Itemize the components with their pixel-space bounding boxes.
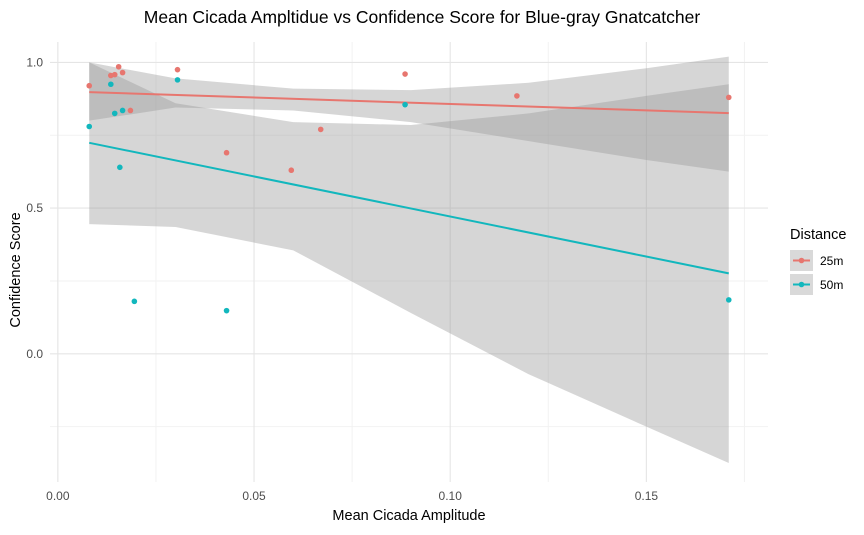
x-tick-label: 0.05 (242, 489, 266, 503)
data-point-50m (119, 107, 126, 114)
x-tick-label: 0.00 (46, 489, 70, 503)
x-tick-label: 0.15 (635, 489, 659, 503)
data-point-50m (223, 307, 230, 314)
data-point-50m (86, 123, 93, 130)
y-tick-label: 0.0 (26, 347, 43, 361)
data-point-25m (223, 149, 230, 156)
legend-key-point-25m (798, 257, 805, 264)
data-point-25m (317, 126, 324, 133)
data-point-25m (725, 94, 732, 101)
x-axis-title: Mean Cicada Amplitude (332, 508, 485, 524)
data-point-25m (111, 71, 118, 78)
data-point-25m (127, 107, 134, 114)
data-point-25m (514, 93, 520, 99)
y-tick-label: 0.5 (26, 201, 43, 215)
y-tick-label: 1.0 (26, 55, 43, 69)
y-axis-title: Confidence Score (8, 212, 24, 327)
data-point-50m (131, 298, 138, 305)
trend-line-50m (89, 141, 729, 275)
plot-area: 0.00 0.05 0.10 0.15 0.0 0.5 1.0 (26, 42, 768, 503)
data-point-25m (402, 71, 408, 77)
data-point-25m (174, 66, 181, 73)
data-point-50m (117, 164, 123, 171)
legend-key-point-50m (798, 281, 805, 288)
data-point-50m (725, 297, 732, 303)
trend-line-25m (89, 91, 729, 115)
data-point-50m (111, 110, 118, 117)
legend-label-25m: 25m (820, 254, 843, 268)
data-point-25m (119, 69, 126, 76)
data-point-50m (174, 77, 181, 83)
data-point-25m (115, 63, 122, 70)
data-point-50m (108, 81, 114, 88)
chart-title: Mean Cicada Ampltidue vs Confidence Scor… (144, 7, 701, 27)
confidence-band-25m (89, 56, 729, 172)
legend-label-50m: 50m (820, 278, 843, 292)
data-point-25m (86, 82, 93, 89)
x-tick-label: 0.10 (439, 489, 463, 503)
legend-title: Distance (790, 227, 846, 243)
legend: Distance 25m 50m (790, 227, 846, 295)
data-point-50m (402, 101, 408, 108)
data-point-25m (288, 167, 295, 174)
confidence-band-50m (89, 62, 729, 464)
